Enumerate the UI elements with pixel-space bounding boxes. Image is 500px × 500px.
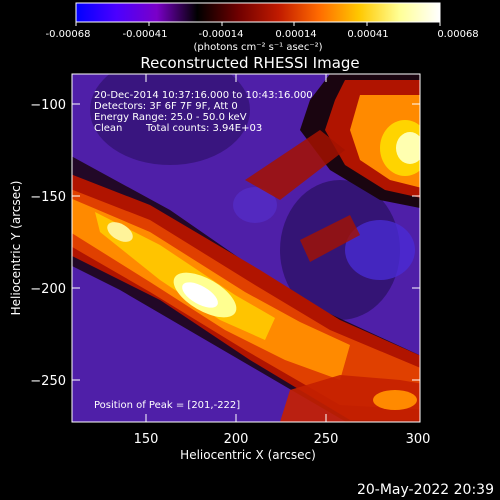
annotation-detectors: Detectors: 3F 6F 7F 9F, Att 0 — [94, 101, 238, 112]
y-tick-neg250: −250 — [30, 374, 66, 389]
x-axis-label: Heliocentric X (arcsec) — [180, 448, 316, 462]
y-tick-neg100: −100 — [30, 98, 66, 113]
x-tick-250: 250 — [314, 432, 339, 447]
colorbar-tick-3: -0.00014 — [199, 29, 244, 40]
x-tick-150: 150 — [134, 432, 159, 447]
annotation-time-range: 20-Dec-2014 10:37:16.000 to 10:43:16.000 — [94, 90, 313, 101]
y-axis-label: Heliocentric Y (arcsec) — [9, 181, 23, 316]
x-tick-200: 200 — [224, 432, 249, 447]
annotation-peak-position: Position of Peak = [201,-222] — [94, 400, 240, 411]
colorbar-unit-label: (photons cm⁻² s⁻¹ asec⁻²) — [193, 42, 322, 53]
plot-title: Reconstructed RHESSI Image — [140, 54, 359, 72]
colorbar — [75, 2, 441, 23]
colorbar-ticks — [75, 22, 441, 26]
annotation-energy-range: Energy Range: 25.0 - 50.0 keV — [94, 112, 247, 123]
annotation-algorithm: Clean — [94, 123, 122, 134]
colorbar-tick-6: 0.00068 — [437, 29, 478, 40]
axis-ticks — [72, 74, 420, 422]
annotation-total-counts: Total counts: 3.94E+03 — [145, 123, 262, 134]
x-tick-300: 300 — [406, 432, 431, 447]
y-tick-neg150: −150 — [30, 190, 66, 205]
footer-timestamp: 20-May-2022 20:39 — [357, 482, 494, 498]
rhessi-image — [72, 74, 420, 422]
colorbar-tick-2: -0.00041 — [123, 29, 168, 40]
colorbar-tick-4: 0.00014 — [275, 29, 316, 40]
plot-frame — [71, 73, 421, 423]
y-tick-neg200: −200 — [30, 282, 66, 297]
colorbar-tick-5: 0.00041 — [347, 29, 388, 40]
colorbar-tick-1: -0.00068 — [46, 29, 91, 40]
